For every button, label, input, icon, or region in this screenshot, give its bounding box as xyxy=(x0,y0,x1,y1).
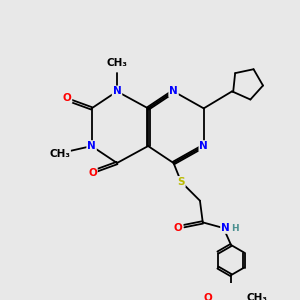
Text: N: N xyxy=(221,223,230,233)
Text: S: S xyxy=(177,177,185,187)
Text: N: N xyxy=(112,86,122,96)
Text: O: O xyxy=(203,293,212,300)
Text: CH₃: CH₃ xyxy=(106,58,128,68)
Text: O: O xyxy=(174,223,183,233)
Text: H: H xyxy=(231,224,238,232)
Text: CH₃: CH₃ xyxy=(49,148,70,159)
Text: N: N xyxy=(169,86,178,96)
Text: O: O xyxy=(63,93,71,103)
Text: N: N xyxy=(199,141,208,151)
Text: N: N xyxy=(87,141,96,151)
Text: O: O xyxy=(88,168,97,178)
Text: CH₃: CH₃ xyxy=(247,293,268,300)
